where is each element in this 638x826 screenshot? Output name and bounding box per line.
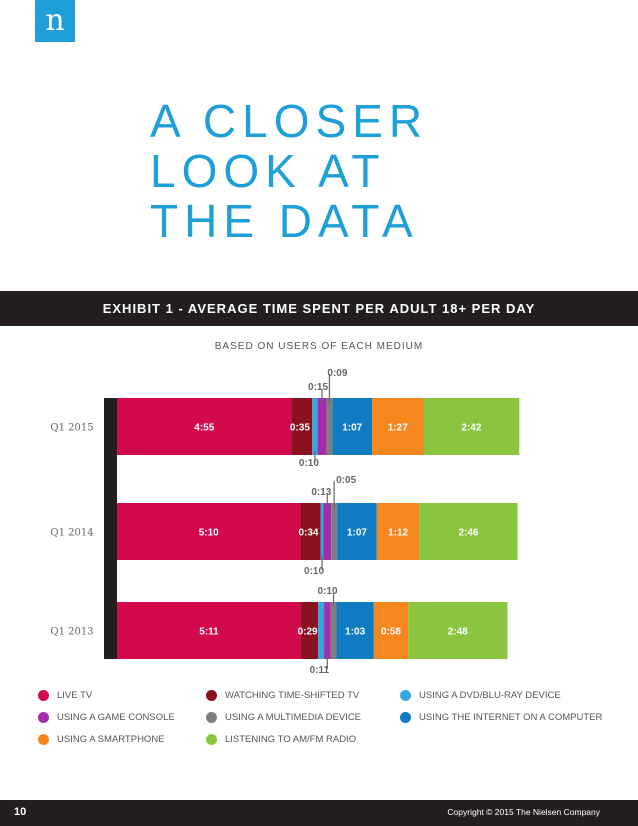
legend-item: LISTENING TO AM/FM RADIO bbox=[206, 734, 356, 745]
bar-segment bbox=[301, 602, 319, 659]
legend-swatch bbox=[206, 734, 217, 745]
data-label: 1:03 bbox=[345, 627, 365, 638]
bar-segment bbox=[318, 602, 325, 659]
data-label: 2:42 bbox=[461, 423, 481, 434]
data-label: 0:09 bbox=[327, 368, 347, 379]
data-label: 2:48 bbox=[448, 627, 468, 638]
legend-label: LISTENING TO AM/FM RADIO bbox=[225, 734, 357, 745]
data-label: 0:10 bbox=[304, 566, 324, 577]
stacked-bar-chart: Q1 2015 4:55 0:35 1:07 1:27 2:42 0:09 0:15 0:10 Q… bbox=[50, 368, 520, 676]
y-axis-bar bbox=[104, 398, 117, 659]
bar-segment bbox=[291, 398, 313, 455]
page-headline: A CLOSER LOOK AT THE DATA bbox=[150, 96, 428, 246]
bar-segment bbox=[326, 398, 333, 455]
bar-segment bbox=[300, 503, 321, 560]
bar-segment bbox=[317, 398, 327, 455]
legend-label: USING A MULTIMEDIA DEVICE bbox=[225, 712, 362, 723]
data-label: 0:29 bbox=[298, 627, 318, 638]
legend-swatch bbox=[38, 690, 49, 701]
data-label: 0:35 bbox=[290, 423, 310, 434]
chart-subtitle: BASED ON USERS OF EACH MEDIUM bbox=[214, 341, 424, 352]
data-label: 0:10 bbox=[299, 458, 319, 469]
bar-segment bbox=[372, 398, 424, 455]
legend-item: USING A MULTIMEDIA DEVICE bbox=[206, 712, 361, 723]
exhibit-title-banner: EXHIBIT 1 - AVERAGE TIME SPENT PER ADULT… bbox=[0, 291, 638, 326]
data-label: 1:07 bbox=[347, 528, 367, 539]
bar-segment bbox=[373, 602, 409, 659]
legend-swatch bbox=[400, 690, 411, 701]
data-label: 4:55 bbox=[194, 423, 214, 434]
legend-item: LIVE TV bbox=[38, 690, 92, 701]
page-footer: 10 Copyright © 2015 The Nielsen Company bbox=[0, 800, 638, 826]
data-label: 0:15 bbox=[308, 382, 328, 393]
exhibit-title: EXHIBIT 1 - AVERAGE TIME SPENT PER ADULT… bbox=[102, 301, 536, 316]
legend-label: USING A GAME CONSOLE bbox=[57, 712, 175, 723]
legend-item: USING A DVD/BLU-RAY DEVICE bbox=[400, 690, 561, 701]
data-label: 1:07 bbox=[342, 423, 362, 434]
bar-segment bbox=[323, 503, 332, 560]
bar-segment bbox=[332, 398, 373, 455]
data-label: 5:11 bbox=[199, 627, 219, 638]
data-label: 2:46 bbox=[458, 528, 478, 539]
data-label: 1:27 bbox=[388, 423, 408, 434]
category-label: Q1 2014 bbox=[50, 528, 93, 539]
legend-label: WATCHING TIME-SHIFTED TV bbox=[225, 690, 360, 701]
bar-segment bbox=[376, 503, 420, 560]
headline-line-2: LOOK AT bbox=[150, 145, 386, 197]
headline-line-3: THE DATA bbox=[150, 195, 419, 247]
legend-item: USING A SMARTPHONE bbox=[38, 734, 165, 745]
legend-swatch bbox=[206, 712, 217, 723]
data-label: 0:10 bbox=[318, 586, 338, 597]
bar-segment bbox=[320, 503, 324, 560]
data-label: 1:12 bbox=[388, 528, 408, 539]
bar-segment bbox=[324, 602, 331, 659]
headline-line-1: A CLOSER bbox=[150, 95, 429, 147]
data-label: 0:05 bbox=[336, 475, 356, 486]
bar-segment bbox=[419, 503, 518, 560]
page-number: 10 bbox=[14, 806, 27, 818]
bar-segment bbox=[337, 503, 377, 560]
legend-swatch bbox=[38, 712, 49, 723]
category-label: Q1 2013 bbox=[50, 627, 93, 638]
legend-swatch bbox=[206, 690, 217, 701]
legend-label: USING THE INTERNET ON A COMPUTER bbox=[419, 712, 603, 723]
legend-swatch bbox=[400, 712, 411, 723]
legend-item: USING THE INTERNET ON A COMPUTER bbox=[400, 712, 602, 723]
legend-swatch bbox=[38, 734, 49, 745]
bar-segment bbox=[330, 602, 337, 659]
data-label: 0:58 bbox=[381, 627, 401, 638]
legend-item: USING A GAME CONSOLE bbox=[38, 712, 175, 723]
bar-segment bbox=[331, 503, 338, 560]
data-label: 0:13 bbox=[311, 487, 331, 498]
legend-label: USING A SMARTPHONE bbox=[57, 734, 165, 745]
data-label: 5:10 bbox=[199, 528, 219, 539]
bar-segment bbox=[408, 602, 508, 659]
legend-label: USING A DVD/BLU-RAY DEVICE bbox=[419, 690, 561, 701]
legend-item: WATCHING TIME-SHIFTED TV bbox=[206, 690, 359, 701]
bar-segment bbox=[423, 398, 520, 455]
bar-segment bbox=[336, 602, 374, 659]
bar-segment bbox=[117, 503, 301, 560]
copyright-notice: Copyright © 2015 The Nielsen Company bbox=[447, 807, 600, 817]
data-label: 0:11 bbox=[310, 665, 330, 676]
nielsen-logo: n bbox=[35, 0, 75, 42]
legend-label: LIVE TV bbox=[57, 690, 93, 701]
category-label: Q1 2015 bbox=[50, 423, 93, 434]
bar-segment bbox=[312, 398, 318, 455]
bar-segment bbox=[117, 398, 292, 455]
bar-segment bbox=[117, 602, 302, 659]
data-label: 0:34 bbox=[298, 528, 318, 539]
logo-letter: n bbox=[45, 3, 65, 38]
